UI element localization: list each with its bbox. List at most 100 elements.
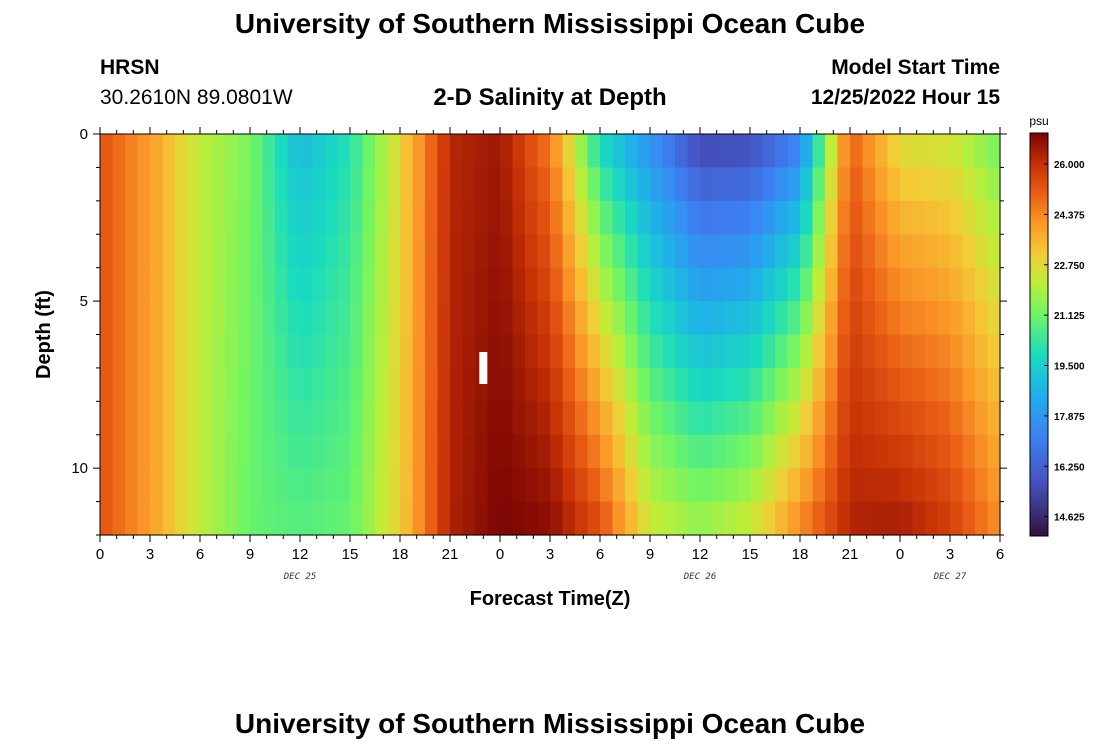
heatmap-cell (737, 167, 751, 202)
heatmap-cell (637, 167, 651, 202)
heatmap-cell (512, 167, 526, 202)
heatmap-cell (600, 267, 614, 302)
heatmap-cell (200, 301, 214, 336)
heatmap-cell (725, 468, 739, 503)
heatmap-cell (775, 200, 789, 235)
heatmap-cell (675, 134, 689, 169)
heatmap-cell (775, 401, 789, 436)
heatmap-cell (150, 200, 164, 235)
heatmap-cell (912, 167, 926, 202)
x-tick-label: 3 (146, 546, 154, 563)
heatmap-cell (550, 401, 564, 436)
heatmap-cell (837, 200, 851, 235)
heatmap-cell (275, 234, 289, 269)
heatmap-cell (937, 200, 951, 235)
heatmap-cell (212, 200, 226, 235)
heatmap-cell (762, 167, 776, 202)
heatmap-cell (312, 334, 326, 369)
heatmap-cell (450, 167, 464, 202)
heatmap-cell (312, 468, 326, 503)
heatmap-cell (362, 468, 376, 503)
heatmap-cell (837, 234, 851, 269)
heatmap-cell (387, 434, 401, 469)
x-tick-label: 3 (946, 546, 954, 563)
heatmap-cell (262, 234, 276, 269)
heatmap-cell (437, 334, 451, 369)
heatmap-cell (400, 401, 414, 436)
heatmap-cell (912, 200, 926, 235)
heatmap-cell (512, 200, 526, 235)
heatmap-cell (112, 501, 126, 536)
heatmap-cell (212, 267, 226, 302)
heatmap-cell (887, 501, 901, 536)
heatmap-cell (725, 167, 739, 202)
heatmap-cell (512, 367, 526, 402)
heatmap-cell (337, 234, 351, 269)
heatmap-cell (362, 167, 376, 202)
heatmap-cell (400, 167, 414, 202)
heatmap-cell (125, 167, 139, 202)
chart-subtitle: 2-D Salinity at Depth (433, 84, 667, 111)
heatmap-cell (762, 334, 776, 369)
heatmap-cell (750, 434, 764, 469)
heatmap-cell (737, 234, 751, 269)
x-axis: 0 3 6 9 12 15 18 21 0 3 6 9 12 15 18 21 0 3 6 DEC 25 DEC 26 D… (96, 127, 1004, 582)
heatmap-cell (637, 267, 651, 302)
heatmap-cell (687, 134, 701, 169)
heatmap-cell (775, 367, 789, 402)
heatmap-cell (812, 334, 826, 369)
heatmap-cell (550, 334, 564, 369)
heatmap-cell (262, 468, 276, 503)
heatmap-cell (987, 200, 1001, 235)
heatmap-cell (187, 301, 201, 336)
heatmap-cell (500, 234, 514, 269)
heatmap-cell (812, 434, 826, 469)
heatmap-cell (937, 401, 951, 436)
heatmap-cell (662, 334, 676, 369)
heatmap-cell (187, 501, 201, 536)
heatmap-cell (537, 267, 551, 302)
heatmap-cell (512, 134, 526, 169)
heatmap-cell (587, 367, 601, 402)
heatmap-cell (375, 267, 389, 302)
heatmap-cell (475, 200, 489, 235)
heatmap-cell (800, 501, 814, 536)
heatmap-cell (275, 200, 289, 235)
heatmap-cell (625, 334, 639, 369)
heatmap-cell (425, 234, 439, 269)
heatmap-cell (812, 200, 826, 235)
heatmap-cell (962, 167, 976, 202)
heatmap-cell (212, 334, 226, 369)
heatmap-cell (587, 301, 601, 336)
heatmap-cell (712, 134, 726, 169)
heatmap-cell (275, 134, 289, 169)
heatmap-cell (725, 434, 739, 469)
heatmap-cell (812, 234, 826, 269)
heatmap-cell (575, 200, 589, 235)
heatmap-cell (100, 468, 114, 503)
heatmap-cell (200, 434, 214, 469)
heatmap-cell (600, 468, 614, 503)
heatmap-cell (137, 301, 151, 336)
heatmap-cell (550, 434, 564, 469)
heatmap-cell (462, 200, 476, 235)
heatmap-cell (250, 134, 264, 169)
heatmap-cell (262, 167, 276, 202)
heatmap-cell (187, 334, 201, 369)
heatmap-cell (787, 134, 801, 169)
heatmap-cell (912, 501, 926, 536)
heatmap-cell (825, 501, 839, 536)
heatmap-cell (375, 134, 389, 169)
heatmap-cell (425, 434, 439, 469)
heatmap-cell (337, 301, 351, 336)
heatmap-cell (187, 267, 201, 302)
heatmap-cell (925, 267, 939, 302)
heatmap-cell (312, 134, 326, 169)
heatmap-cell (875, 468, 889, 503)
heatmap-cell (312, 200, 326, 235)
heatmap-cell (987, 468, 1001, 503)
heatmap-cell (887, 301, 901, 336)
heatmap-cell (312, 167, 326, 202)
heatmap-cell (675, 334, 689, 369)
heatmap-cell (875, 401, 889, 436)
